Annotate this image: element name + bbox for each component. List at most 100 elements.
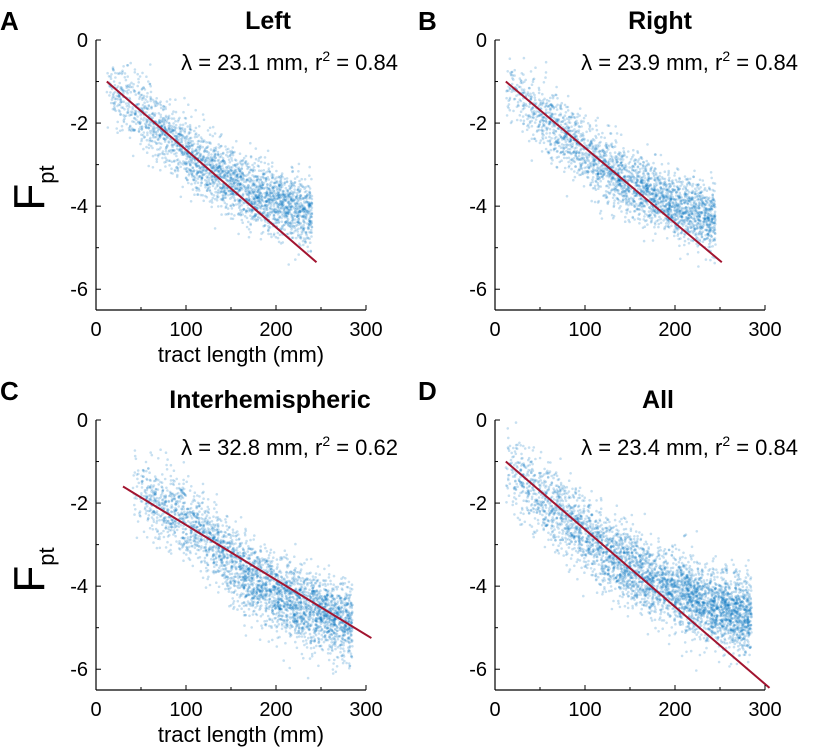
scatter-point <box>250 189 254 192</box>
scatter-point <box>175 151 178 155</box>
scatter-point <box>276 218 279 221</box>
scatter-point <box>211 179 214 182</box>
scatter-point <box>578 125 581 129</box>
scatter-point <box>528 120 532 123</box>
scatter-point <box>623 220 627 223</box>
scatter-point <box>255 200 258 203</box>
scatter-point <box>305 233 309 237</box>
scatter-point <box>184 160 187 164</box>
scatter-point <box>229 217 233 220</box>
scatter-point <box>295 194 299 198</box>
scatter-point <box>119 98 122 102</box>
scatter-point <box>117 95 121 98</box>
scatter-point <box>663 226 666 229</box>
scatter-point <box>673 184 676 188</box>
scatter-point <box>165 145 168 149</box>
scatter-point <box>221 194 225 198</box>
scatter-point <box>211 134 215 138</box>
scatter-point <box>292 224 295 228</box>
scatter-point <box>710 219 714 223</box>
scatter-point <box>687 230 691 234</box>
scatter-point <box>702 183 706 187</box>
scatter-point <box>145 145 148 149</box>
scatter-point <box>217 153 220 156</box>
scatter-point <box>283 183 286 186</box>
scatter-point <box>519 110 523 113</box>
scatter-point <box>291 236 295 240</box>
scatter-point <box>673 174 676 177</box>
scatter-point <box>162 121 166 124</box>
scatter-point <box>683 175 687 178</box>
scatter-point <box>120 86 123 89</box>
scatter-point <box>166 143 169 147</box>
scatter-point <box>247 235 251 239</box>
scatter-point <box>263 161 267 165</box>
scatter-point <box>616 197 620 200</box>
scatter-point <box>613 163 616 167</box>
scatter-point <box>175 154 178 158</box>
scatter-point <box>286 207 290 211</box>
scatter-point <box>683 239 687 243</box>
scatter-point <box>124 114 128 117</box>
scatter-point <box>268 170 272 173</box>
scatter-point <box>268 191 272 194</box>
scatter-point <box>246 162 250 165</box>
scatter-point <box>291 221 295 225</box>
scatter-point <box>714 243 717 246</box>
scatter-point <box>666 203 669 206</box>
scatter-point <box>229 193 232 196</box>
scatter-point <box>310 221 313 225</box>
scatter-point <box>663 183 667 186</box>
scatter-point <box>643 225 647 228</box>
scatter-point <box>254 147 258 150</box>
scatter-point <box>168 103 171 106</box>
scatter-point <box>145 126 148 130</box>
scatter-point <box>205 141 208 144</box>
scatter-point <box>203 149 206 153</box>
scatter-point <box>600 135 603 139</box>
scatter-point <box>235 187 239 190</box>
scatter-point <box>310 225 314 228</box>
scatter-point <box>686 210 690 214</box>
scatter-point <box>140 128 143 131</box>
scatter-point <box>270 197 274 201</box>
scatter-point <box>283 228 287 231</box>
scatter-point <box>529 70 533 73</box>
scatter-point <box>269 204 273 208</box>
scatter-point <box>280 202 283 205</box>
scatter-point <box>293 181 297 184</box>
scatter-point <box>284 220 287 224</box>
scatter-point <box>537 91 541 95</box>
scatter-point <box>109 77 113 80</box>
scatter-point <box>618 168 621 172</box>
scatter-point <box>224 206 228 209</box>
scatter-point <box>147 146 151 150</box>
scatter-point <box>593 200 597 204</box>
scatter-point <box>306 236 310 240</box>
scatter-point <box>266 229 270 233</box>
scatter-point <box>245 216 249 220</box>
scatter-point <box>158 133 162 136</box>
scatter-point <box>614 125 617 128</box>
scatter-point <box>149 95 152 99</box>
scatter-point <box>175 144 179 147</box>
scatter-point <box>175 166 178 169</box>
scatter-point <box>595 180 598 183</box>
scatter-point <box>140 87 144 90</box>
scatter-point <box>548 103 552 107</box>
scatter-point <box>302 207 306 210</box>
scatter-point <box>143 101 146 104</box>
scatter-point <box>570 125 573 128</box>
scatter-point <box>512 97 516 101</box>
scatter-point <box>277 209 281 212</box>
scatter-point <box>661 189 665 193</box>
scatter-point <box>710 207 714 211</box>
fit-annotation: λ = 23.1 mm, r2 = 0.84 <box>181 48 398 75</box>
scatter-point <box>634 184 637 187</box>
scatter-point <box>271 175 275 179</box>
scatter-point <box>599 209 603 213</box>
scatter-point <box>188 131 192 134</box>
scatter-point <box>685 217 688 221</box>
scatter-point <box>710 176 713 180</box>
